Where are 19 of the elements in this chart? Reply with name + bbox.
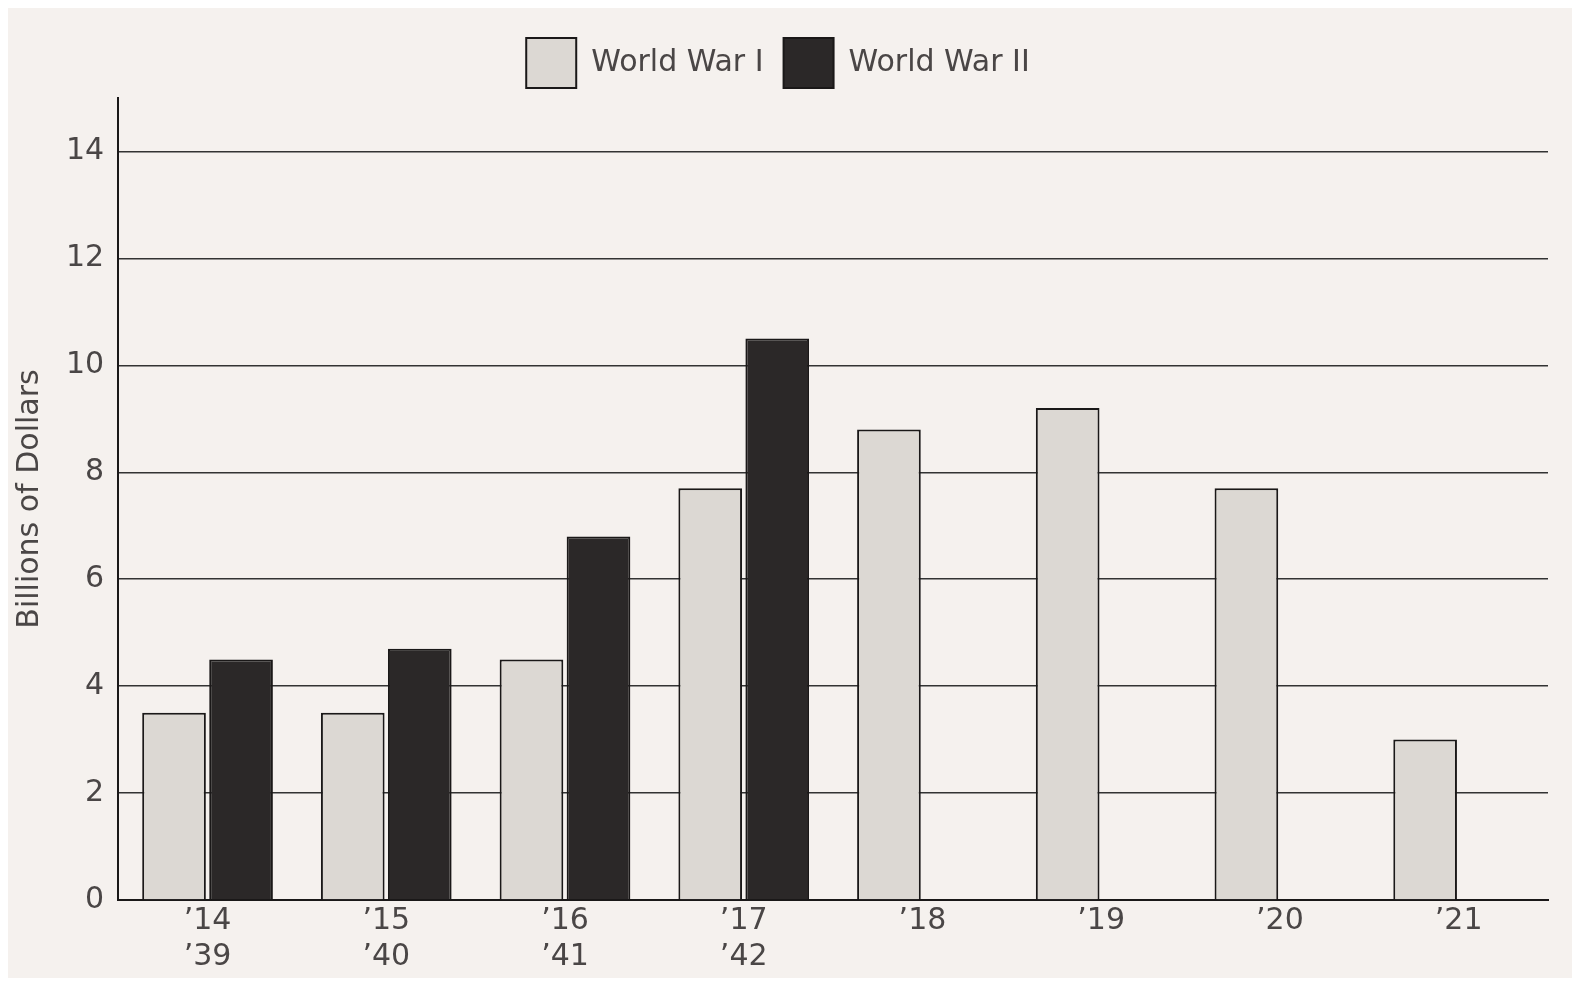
y-tick-label: 4 <box>85 665 105 701</box>
y-tick-label: 0 <box>85 879 105 915</box>
y-tick-label: 10 <box>65 345 105 381</box>
y-tick-label: 8 <box>85 452 105 488</box>
x-tick-label: ’18 <box>898 900 947 936</box>
x-tick-label: ’16 ’41 <box>541 900 589 972</box>
legend-label: World War I <box>591 42 764 78</box>
y-axis-title: Billions of Dollars <box>9 369 45 629</box>
x-tick-label: ’17 ’42 <box>719 900 768 972</box>
x-tick-label: ’15 ’40 <box>362 900 411 972</box>
x-tick-label: ’14 ’39 <box>183 900 232 972</box>
legend-label: World War II <box>848 42 1030 78</box>
y-tick-label: 2 <box>85 772 105 808</box>
y-tick-label: 12 <box>65 238 105 274</box>
x-tick-label: ’19 <box>1077 900 1126 936</box>
y-tick-label: 14 <box>65 131 105 167</box>
x-tick-label: ’20 <box>1256 900 1304 936</box>
y-tick-label: 6 <box>85 559 105 594</box>
x-tick-label: ’21 <box>1434 900 1483 936</box>
